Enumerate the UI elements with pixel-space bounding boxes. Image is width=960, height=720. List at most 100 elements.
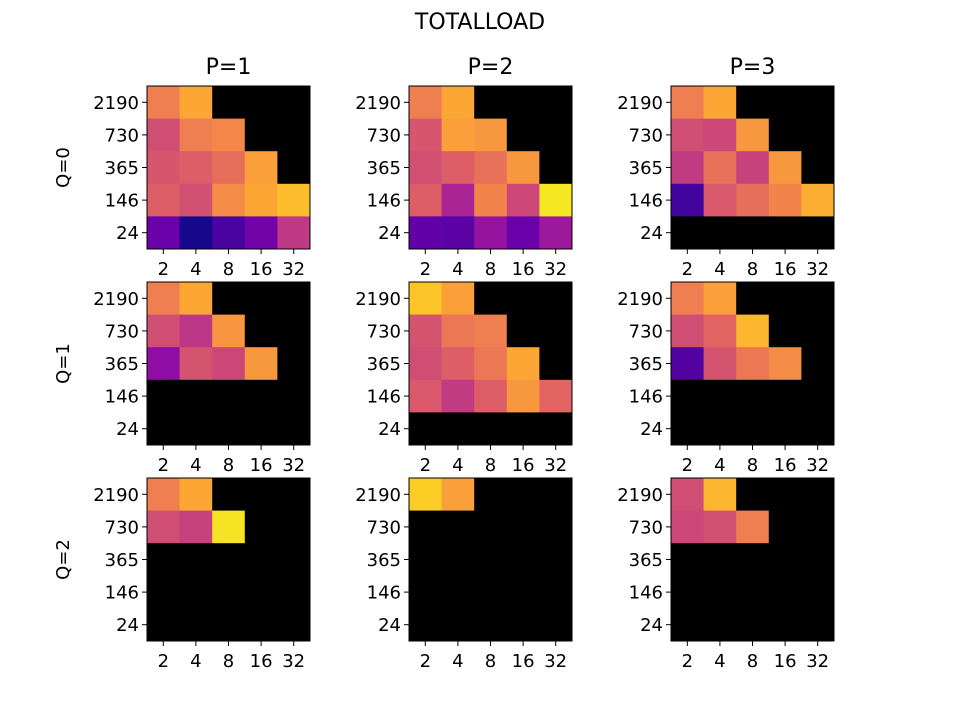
heatmap-cell bbox=[736, 183, 770, 217]
x-tick-label: 32 bbox=[806, 651, 829, 672]
x-tick-label: 16 bbox=[512, 455, 535, 476]
heatmap-cell bbox=[441, 575, 475, 609]
heatmap-cell bbox=[474, 86, 508, 119]
heatmap-cell bbox=[212, 478, 246, 511]
heatmap-cell bbox=[801, 151, 835, 185]
x-tick-label: 16 bbox=[250, 259, 273, 280]
heatmap-cell bbox=[277, 478, 311, 511]
heatmap-cell bbox=[474, 118, 508, 152]
heatmap-cell bbox=[244, 282, 278, 315]
heatmap-cell bbox=[147, 412, 180, 446]
x-tick-label: 32 bbox=[544, 259, 567, 280]
x-tick-label: 2 bbox=[682, 651, 693, 672]
heatmap-cell bbox=[244, 478, 278, 511]
heatmap-cell bbox=[671, 575, 704, 609]
heatmap-cell bbox=[147, 510, 180, 544]
heatmap-cell bbox=[179, 282, 213, 315]
heatmap-cell bbox=[736, 379, 770, 413]
heatmap-cell bbox=[703, 216, 737, 250]
heatmap-cell bbox=[703, 575, 737, 609]
heatmap-cell bbox=[409, 216, 442, 250]
x-tick-label: 16 bbox=[774, 259, 797, 280]
y-tick-label: 24 bbox=[116, 615, 139, 636]
y-tick-label: 730 bbox=[367, 125, 401, 146]
heatmap-cell bbox=[441, 314, 475, 348]
heatmap-cell bbox=[539, 183, 573, 217]
heatmap-cell bbox=[409, 282, 442, 315]
heatmap-cell bbox=[801, 575, 835, 609]
heatmap-cell bbox=[244, 183, 278, 217]
y-tick-label: 2190 bbox=[93, 93, 139, 114]
x-tick-label: 8 bbox=[223, 259, 234, 280]
heatmap-cell bbox=[277, 412, 311, 446]
y-tick-label: 146 bbox=[367, 583, 401, 604]
heatmap-cell bbox=[212, 282, 246, 315]
heatmap-cell bbox=[768, 608, 802, 642]
heatmap-cell bbox=[768, 347, 802, 381]
heatmap-cell bbox=[474, 543, 508, 577]
heatmap-cell bbox=[703, 347, 737, 381]
heatmap-cell bbox=[539, 347, 573, 381]
heatmap-cell bbox=[409, 543, 442, 577]
heatmap-cell bbox=[179, 478, 213, 511]
heatmap-cell bbox=[212, 183, 246, 217]
heatmap-cell bbox=[506, 118, 540, 152]
heatmap-cell bbox=[147, 478, 180, 511]
heatmap-cell bbox=[736, 575, 770, 609]
x-tick-label: 32 bbox=[544, 651, 567, 672]
heatmap-cell bbox=[244, 314, 278, 348]
heatmap-cell bbox=[703, 608, 737, 642]
heatmap-cell bbox=[703, 86, 737, 119]
heatmap-cell bbox=[244, 543, 278, 577]
y-tick-label: 2190 bbox=[617, 289, 663, 310]
heatmap-cell bbox=[736, 118, 770, 152]
y-tick-label: 24 bbox=[640, 615, 663, 636]
x-tick-label: 2 bbox=[158, 651, 169, 672]
heatmap-cell bbox=[671, 543, 704, 577]
heatmap-cell bbox=[703, 543, 737, 577]
heatmap-cell bbox=[801, 282, 835, 315]
heatmap-cell bbox=[539, 379, 573, 413]
heatmap-cell bbox=[409, 510, 442, 544]
heatmap-cell bbox=[703, 314, 737, 348]
heatmap-cell bbox=[147, 608, 180, 642]
heatmap-cell bbox=[768, 183, 802, 217]
x-tick-label: 8 bbox=[485, 455, 496, 476]
heatmap-cell bbox=[736, 543, 770, 577]
y-tick-label: 24 bbox=[378, 615, 401, 636]
heatmap-cell bbox=[409, 314, 442, 348]
heatmap-cell bbox=[506, 379, 540, 413]
y-tick-label: 365 bbox=[367, 550, 401, 571]
heatmap-cell bbox=[703, 412, 737, 446]
heatmap-cell bbox=[768, 216, 802, 250]
heatmap-cell bbox=[277, 282, 311, 315]
heatmap-cell bbox=[212, 379, 246, 413]
heatmap-cell bbox=[147, 347, 180, 381]
heatmap-cell bbox=[801, 543, 835, 577]
heatmap-cell bbox=[801, 347, 835, 381]
heatmap-cell bbox=[506, 151, 540, 185]
y-tick-label: 146 bbox=[367, 387, 401, 408]
x-tick-label: 16 bbox=[250, 651, 273, 672]
heatmap-cell bbox=[539, 608, 573, 642]
heatmap-cell bbox=[277, 543, 311, 577]
heatmap-cell bbox=[244, 86, 278, 119]
x-tick-label: 8 bbox=[485, 259, 496, 280]
y-tick-label: 146 bbox=[105, 387, 139, 408]
y-tick-label: 146 bbox=[105, 191, 139, 212]
heatmap-cell bbox=[244, 575, 278, 609]
heatmap-cell bbox=[539, 412, 573, 446]
heatmap-cell bbox=[671, 183, 704, 217]
y-tick-label: 24 bbox=[640, 419, 663, 440]
heatmap-cell bbox=[277, 151, 311, 185]
heatmap-cell bbox=[671, 216, 704, 250]
heatmap-cell bbox=[441, 118, 475, 152]
heatmap-cell bbox=[736, 608, 770, 642]
heatmap-cell bbox=[474, 347, 508, 381]
heatmap-cell bbox=[768, 314, 802, 348]
y-tick-label: 2190 bbox=[355, 485, 401, 506]
heatmap-cell bbox=[212, 118, 246, 152]
heatmap-cell bbox=[277, 183, 311, 217]
heatmap-cell bbox=[147, 183, 180, 217]
